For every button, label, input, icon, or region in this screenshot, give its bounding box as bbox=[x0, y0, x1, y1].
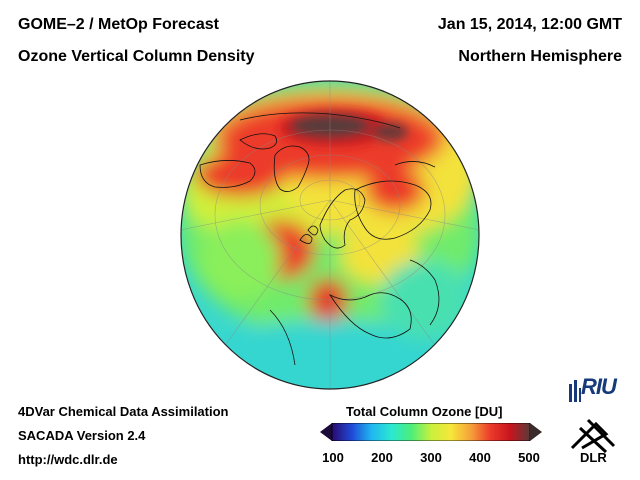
colorbar-tick: 500 bbox=[518, 450, 540, 465]
dlr-logo-text: DLR bbox=[580, 450, 607, 465]
colorbar-tick: 100 bbox=[322, 450, 344, 465]
dlr-logo-icon bbox=[570, 418, 616, 454]
ozone-globe-map bbox=[180, 80, 480, 390]
coastlines bbox=[199, 112, 440, 366]
forecast-date: Jan 15, 2014, 12:00 GMT bbox=[437, 16, 622, 33]
map-title: GOME–2 / MetOp Forecast bbox=[18, 16, 219, 33]
riu-logo-text: RIU bbox=[581, 374, 617, 399]
colorbar-tick: 300 bbox=[420, 450, 442, 465]
colorbar-high-arrow bbox=[530, 423, 542, 441]
colorbar-gradient bbox=[331, 423, 531, 441]
colorbar bbox=[320, 423, 542, 441]
version-label: SACADA Version 2.4 bbox=[18, 428, 146, 443]
source-url: http://wdc.dlr.de bbox=[18, 452, 118, 467]
colorbar-low-arrow bbox=[320, 423, 332, 441]
colorbar-tick: 400 bbox=[469, 450, 491, 465]
riu-logo-icon bbox=[569, 380, 581, 402]
colorbar-tick: 200 bbox=[371, 450, 393, 465]
colorbar-title: Total Column Ozone [DU] bbox=[346, 404, 503, 419]
map-subtitle: Ozone Vertical Column Density bbox=[18, 48, 255, 65]
globe-outline bbox=[180, 80, 480, 390]
method-label: 4DVar Chemical Data Assimilation bbox=[18, 404, 229, 419]
region-label: Northern Hemisphere bbox=[458, 48, 622, 65]
